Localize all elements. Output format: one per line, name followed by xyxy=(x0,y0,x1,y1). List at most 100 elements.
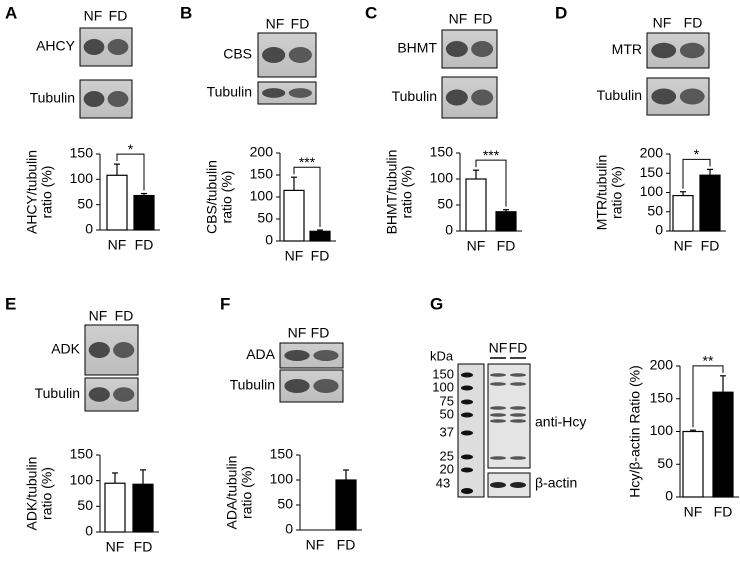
lane-label: FD xyxy=(109,8,128,24)
significance-bracket xyxy=(293,166,321,227)
y-axis-label: ratio (%) xyxy=(239,466,255,519)
blot-label: Tubulin xyxy=(597,87,642,103)
lane-label: FD xyxy=(291,16,310,32)
y-tick-label: 0 xyxy=(285,521,293,537)
blot-band xyxy=(510,482,526,488)
blot-label: Tubulin xyxy=(30,90,75,106)
y-axis-label: CBS/tubulin xyxy=(204,160,220,234)
bar xyxy=(712,391,734,498)
blot-label: MTR xyxy=(612,41,642,57)
ladder-band xyxy=(461,385,473,391)
y-tick-label: 0 xyxy=(445,222,453,238)
significance-bracket xyxy=(475,159,507,207)
significance-label: * xyxy=(128,141,134,157)
blot-band xyxy=(510,382,526,386)
y-tick-label: 150 xyxy=(70,145,94,161)
blot-band xyxy=(288,47,312,63)
y-axis-label: ratio (%) xyxy=(219,171,235,224)
significance-bracket xyxy=(116,153,145,191)
y-axis-label: ratio (%) xyxy=(39,467,55,520)
lane-label: NF xyxy=(653,15,672,31)
blot-label: ADA xyxy=(246,346,275,362)
x-tick-label: NF xyxy=(306,537,325,553)
blot-band xyxy=(262,88,286,98)
lane-label: FD xyxy=(311,325,330,341)
y-axis-label: Hcy/β-actin Ratio (%) xyxy=(627,365,643,498)
x-tick-label: FD xyxy=(714,504,733,520)
ladder-band xyxy=(461,430,473,436)
y-tick-label: 50 xyxy=(77,497,93,513)
panel-letter: B xyxy=(180,3,192,22)
marker-label: 75 xyxy=(440,393,454,408)
blot-band xyxy=(510,456,526,460)
blot-band xyxy=(510,413,526,417)
lane-label: FD xyxy=(115,308,134,324)
ladder-band xyxy=(461,467,473,473)
y-tick-label: 0 xyxy=(655,222,663,238)
blot-band xyxy=(445,89,468,106)
ladder-band xyxy=(461,454,473,460)
blot-band xyxy=(490,482,506,488)
blot-label: AHCY xyxy=(36,38,76,54)
panel-letter: A xyxy=(5,3,17,22)
bar xyxy=(133,194,155,231)
blot-label: Tubulin xyxy=(35,385,80,401)
bar xyxy=(672,194,694,232)
x-tick-label: NF xyxy=(285,248,304,264)
blot-label: β-actin xyxy=(535,475,577,491)
blot-band xyxy=(445,41,468,57)
blot-band xyxy=(510,406,526,410)
panel-letter: C xyxy=(365,3,377,22)
x-tick-label: FD xyxy=(311,248,330,264)
bar xyxy=(699,174,721,232)
marker-label: 20 xyxy=(440,461,454,476)
y-tick-label: 150 xyxy=(70,446,94,462)
y-tick-label: 150 xyxy=(650,389,674,405)
blot-label: Tubulin xyxy=(230,377,275,393)
y-axis-label: AHCY/tubulin xyxy=(24,150,40,234)
blot-band xyxy=(651,88,677,105)
significance-bracket xyxy=(682,158,711,189)
blot-label: BHMT xyxy=(397,40,437,56)
y-tick-label: 0 xyxy=(85,221,93,237)
marker-label: 43 xyxy=(436,475,450,490)
lane-label: NF xyxy=(449,11,468,27)
marker-label: 37 xyxy=(440,424,454,439)
x-tick-label: NF xyxy=(467,238,486,254)
bar xyxy=(335,479,357,531)
y-axis-label: BHMT/tubulin xyxy=(384,150,400,235)
significance-label: *** xyxy=(299,154,316,170)
bar xyxy=(682,430,704,498)
y-tick-label: 50 xyxy=(437,196,453,212)
blot-band xyxy=(107,91,129,107)
blot-band xyxy=(313,350,339,361)
lane-label: FD xyxy=(684,15,703,31)
lane-label: FD xyxy=(509,340,528,356)
y-axis-label: MTR/tubulin xyxy=(594,155,610,230)
bar xyxy=(104,482,126,533)
x-tick-label: FD xyxy=(135,237,154,253)
y-tick-label: 100 xyxy=(250,188,274,204)
blot-label: CBS xyxy=(223,46,252,62)
blot-label: anti-Hcy xyxy=(535,414,586,430)
blot-label: ADK xyxy=(51,341,80,357)
ladder-band xyxy=(461,399,473,405)
bar xyxy=(283,189,305,242)
y-tick-label: 50 xyxy=(257,210,273,226)
blot-band xyxy=(284,378,310,394)
y-tick-label: 150 xyxy=(430,144,454,160)
blot-label: Tubulin xyxy=(207,84,252,100)
blot-label: Tubulin xyxy=(392,88,437,104)
blot-band xyxy=(490,373,506,377)
lane-label: FD xyxy=(474,11,493,27)
y-tick-label: 100 xyxy=(640,183,664,199)
ladder-band xyxy=(461,372,473,378)
bar xyxy=(309,230,331,242)
y-tick-label: 150 xyxy=(250,166,274,182)
y-tick-label: 50 xyxy=(657,455,673,471)
ladder-band xyxy=(461,488,473,494)
lane-label: NF xyxy=(288,325,307,341)
y-tick-label: 100 xyxy=(70,471,94,487)
y-tick-label: 200 xyxy=(650,357,674,373)
